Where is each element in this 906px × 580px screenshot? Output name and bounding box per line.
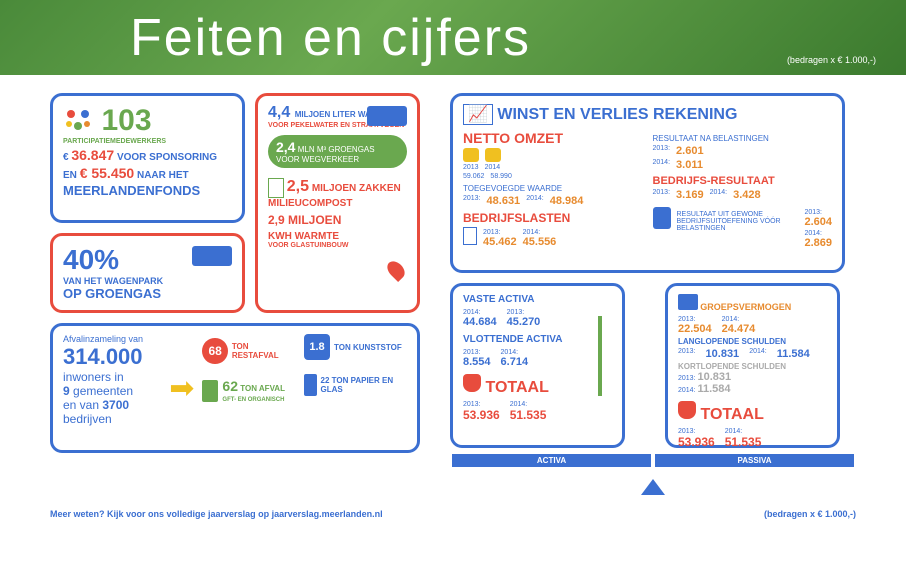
chart-icon: 📈 xyxy=(463,104,493,125)
balance-row: VASTE ACTIVA 2014:44.6842013:45.270 VLOT… xyxy=(450,283,856,448)
compost-line: 2,5 MILJOEN ZAKKEN MILIEUCOMPOST xyxy=(268,178,407,209)
activa-totaal: TOTAAL xyxy=(463,374,612,397)
header-banner: Feiten en cijfers (bedragen x € 1.000,-) xyxy=(0,0,906,75)
footer-right: (bedragen x € 1.000,-) xyxy=(764,509,856,519)
star-icon xyxy=(63,104,93,134)
vaste-activa-label: VASTE ACTIVA xyxy=(463,294,612,305)
wv-title: 📈 WINST EN VERLIES REKENING xyxy=(463,104,832,124)
passiva-bar: PASSIVA xyxy=(655,454,854,467)
left-column: 103 PARTICIPATIEMEDEWERKERS € 36.847 VOO… xyxy=(50,93,430,495)
netto-omzet-label: NETTO OMZET xyxy=(463,130,643,146)
box-passiva: GROEPSVERMOGEN 2013:22.5042014:24.474 LA… xyxy=(665,283,840,448)
sponsor-line2: EN € 55.450 NAAR HET xyxy=(63,165,232,181)
calculator-icon xyxy=(653,207,671,229)
wagenpark-l1: VAN HET WAGENPARK xyxy=(63,276,232,286)
right-column: 📈 WINST EN VERLIES REKENING NETTO OMZET … xyxy=(450,93,856,495)
bin-icon xyxy=(202,380,218,402)
tw-label: TOEGEVOEGDE WAARDE xyxy=(463,184,643,193)
footer: Meer weten? Kijk voor ons volledige jaar… xyxy=(0,495,906,519)
gv-row: GROEPSVERMOGEN xyxy=(678,294,827,312)
footer-left: Meer weten? Kijk voor ons volledige jaar… xyxy=(50,509,383,519)
wv-col1: NETTO OMZET 20132014 59.06258.990 TOEGEV… xyxy=(463,130,643,251)
sponsor-line1: € 36.847 VOOR SPONSORING xyxy=(63,147,232,163)
box-winst-verlies: 📈 WINST EN VERLIES REKENING NETTO OMZET … xyxy=(450,93,845,273)
rest-badge: 68 xyxy=(202,338,227,364)
box-afval: Afvalinzameling van 314.000 inwoners in … xyxy=(50,323,420,453)
plant-icon xyxy=(598,316,602,396)
passiva-totaal: TOTAAL xyxy=(678,401,827,424)
page-title: Feiten en cijfers xyxy=(130,8,531,68)
ks-label: KORTLOPENDE SCHULDEN xyxy=(678,362,827,371)
moneybag-icon xyxy=(678,401,696,419)
doc-icon xyxy=(463,227,477,245)
fund-name: MEERLANDENFONDS xyxy=(63,183,232,198)
box-wagenpark: 40% VAN HET WAGENPARK OP GROENGAS xyxy=(50,233,245,313)
warmte-sub: VOOR GLASTUINBOUW xyxy=(268,242,407,249)
wv-grid: NETTO OMZET 20132014 59.06258.990 TOEGEV… xyxy=(463,130,832,251)
flame-icon xyxy=(384,258,408,282)
gas-cloud: 2,4 MLN M³ GROENGAS VOOR WEGVERKEER xyxy=(268,135,407,168)
bl-label: BEDRIJFSLASTEN xyxy=(463,211,643,225)
warmte-num: 2,9 MILJOEN xyxy=(268,213,407,227)
warmte-unit: KWH WARMTE xyxy=(268,231,407,242)
main-columns: 103 PARTICIPATIEMEDEWERKERS € 36.847 VOO… xyxy=(0,75,906,495)
moneybag-icon xyxy=(463,374,481,392)
water-line: 4,4 MILJOEN LITER WATER xyxy=(268,104,407,122)
participatie-count: 103 xyxy=(101,104,151,138)
bin-icon xyxy=(304,374,316,396)
folder-icon xyxy=(678,294,698,310)
activa-bar: ACTIVA xyxy=(452,454,651,467)
box-activa: VASTE ACTIVA 2014:44.6842013:45.270 VLOT… xyxy=(450,283,625,448)
bag-icon xyxy=(268,178,284,198)
wagenpark-pct: 40% xyxy=(63,244,119,275)
ls-label: LANGLOPENDE SCHULDEN xyxy=(678,337,827,346)
wv-col2: RESULTAAT NA BELASTINGEN 2013: 2.601 201… xyxy=(653,130,833,251)
truck-icon xyxy=(367,106,407,126)
afval-mid: 68TON RESTAFVAL 62 TON AFVALGFT- EN ORGA… xyxy=(202,334,296,442)
box-participatie: 103 PARTICIPATIEMEDEWERKERS € 36.847 VOO… xyxy=(50,93,245,223)
truck-icon xyxy=(192,246,232,266)
arrow-icon: ➡ xyxy=(169,371,194,406)
balance-fulcrum-icon xyxy=(641,479,665,495)
wagenpark-l2: OP GROENGAS xyxy=(63,286,232,301)
balance-bar: ACTIVA PASSIVA xyxy=(450,454,856,467)
rnb-label: RESULTAAT NA BELASTINGEN xyxy=(653,134,833,143)
box-resources: 4,4 MILJOEN LITER WATER VOOR PEKELWATER … xyxy=(255,93,420,313)
afval-right: 1.8TON KUNSTSTOF 22 TON PAPIER EN GLAS xyxy=(304,334,407,442)
afval-intro: Afvalinzameling van 314.000 inwoners in … xyxy=(63,334,161,442)
coin-icon xyxy=(485,148,501,162)
vlottende-activa-label: VLOTTENDE ACTIVA xyxy=(463,334,612,345)
participatie-label: PARTICIPATIEMEDEWERKERS xyxy=(63,138,232,145)
rug-label: RESULTAAT UIT GEWONE BEDRIJFSUITOEFENING… xyxy=(677,211,799,232)
kunststof-badge: 1.8 xyxy=(304,334,330,360)
header-subtitle: (bedragen x € 1.000,-) xyxy=(787,55,876,65)
br-label: BEDRIJFS-RESULTAAT xyxy=(653,175,833,187)
coin-icon xyxy=(463,148,479,162)
